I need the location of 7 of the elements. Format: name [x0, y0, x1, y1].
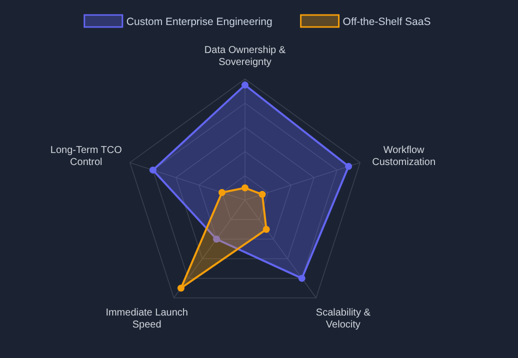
spoke-label: Workflow Customization [372, 145, 436, 168]
spoke-label: Long-Term TCO Control [50, 145, 122, 168]
spoke-label: Scalability & Velocity [316, 307, 371, 330]
spoke-label: Data Ownership & Sovereignty [204, 45, 286, 68]
spoke-label: Immediate Launch Speed [106, 307, 188, 330]
legend-label: Custom Enterprise Engineering [126, 16, 272, 28]
legend-label: Off-the-Shelf SaaS [342, 16, 431, 28]
